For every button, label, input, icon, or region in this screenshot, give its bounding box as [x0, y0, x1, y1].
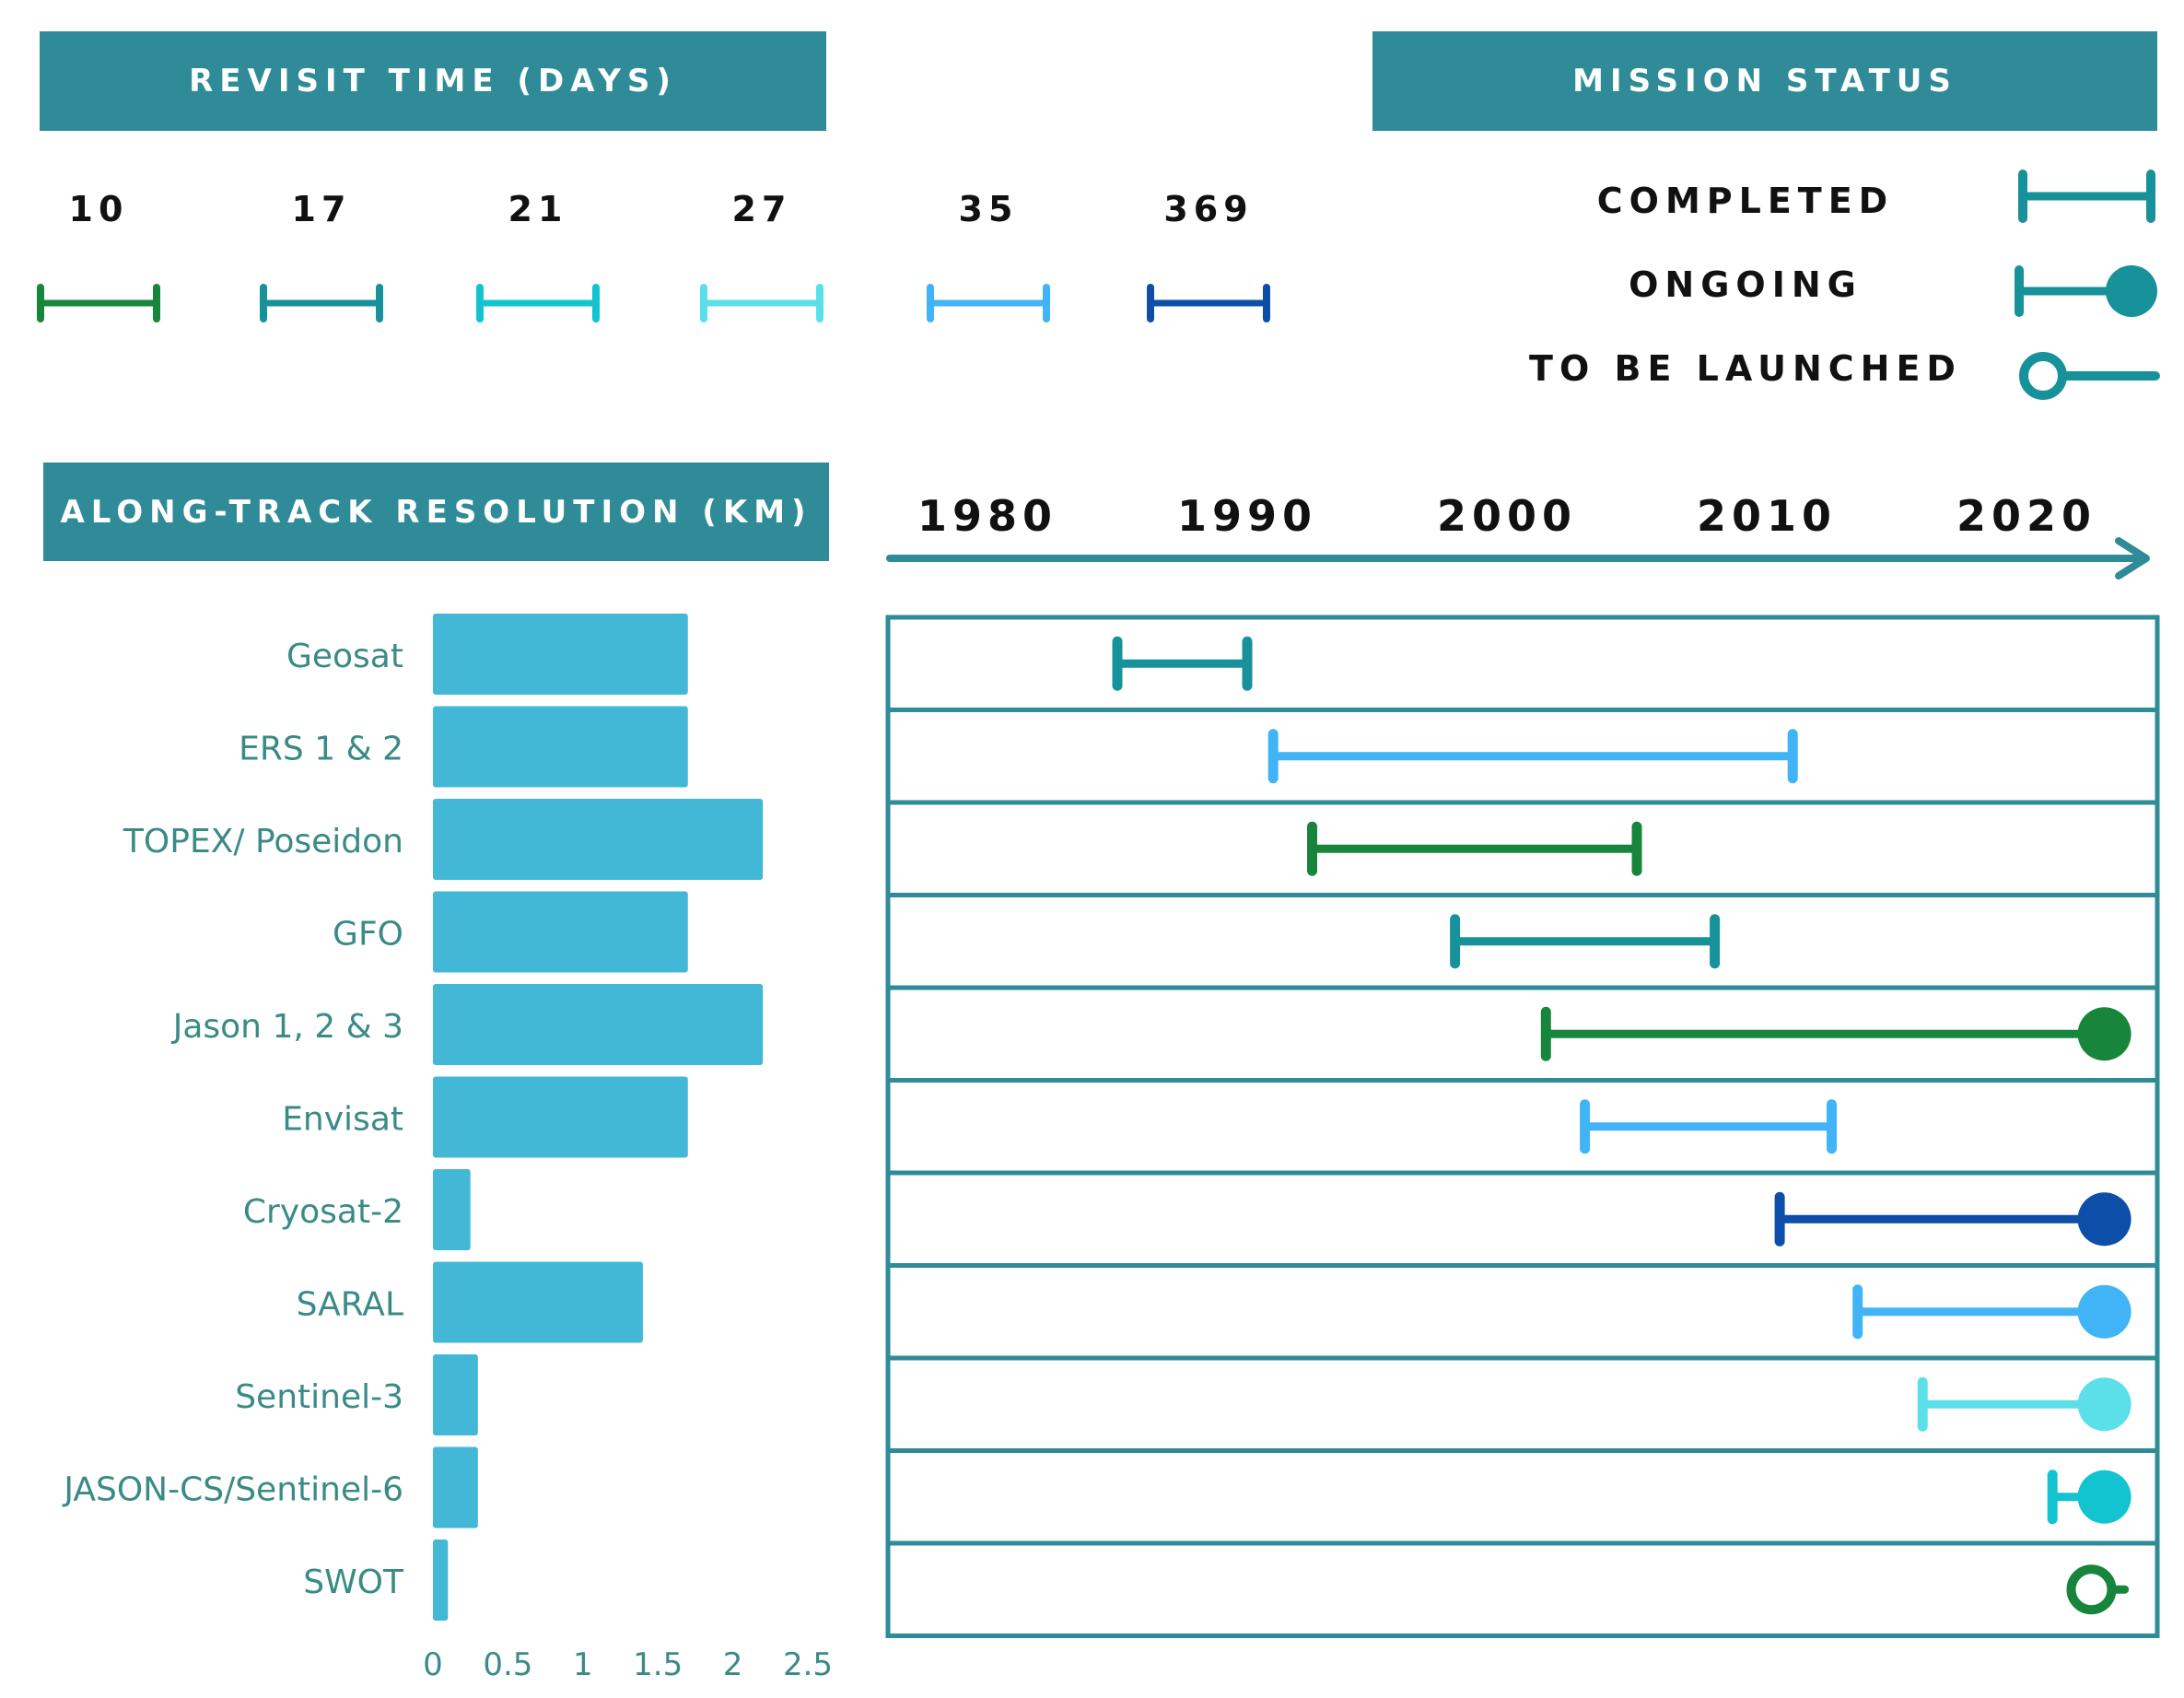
revisit-legend-markers: [37, 284, 1270, 322]
revisit-time-banner: REVISIT TIME (DAYS): [40, 31, 826, 131]
resolution-banner: ALONG-TRACK RESOLUTION (KM): [43, 463, 829, 561]
mission-label: SARAL: [297, 1286, 403, 1324]
resolution-bar: [433, 799, 764, 880]
mission-bar-ongoing-dot: [2077, 1377, 2131, 1432]
revisit-legend-label: 10: [68, 189, 129, 229]
mission-bar: [1450, 914, 1721, 969]
status-legend-to-be-launched: TO BE LAUNCHED: [1529, 348, 1962, 389]
mission-timeline-chart: 1980 1990 2000 2010 2020: [885, 491, 2160, 1638]
mission-bar: [1917, 1376, 2131, 1432]
mission-bar-ongoing-dot: [2077, 1470, 2131, 1524]
mission-label: Sentinel-3: [235, 1378, 403, 1416]
status-legend-markers: [2015, 170, 2160, 400]
resolution-bar: [433, 1076, 688, 1158]
mission-label: SWOT: [303, 1563, 404, 1601]
to-be-launched-marker-ring: [2019, 352, 2067, 400]
revisit-legend-label: 21: [508, 189, 568, 229]
year-tick-label: 2000: [1437, 491, 1577, 541]
mission-bar: [1852, 1284, 2131, 1340]
revisit-legend-marker-35: [927, 284, 1050, 322]
revisit-legend-label: 35: [958, 189, 1019, 229]
mission-label: TOPEX/ Poseidon: [123, 823, 403, 861]
timeline-axis-arrowhead: [2115, 537, 2150, 580]
revisit-legend-label: 27: [731, 189, 792, 229]
resolution-bar: [433, 1354, 478, 1435]
timeline-frame: [885, 615, 2160, 1638]
resolution-bar-chart: Geosat ERS 1 & 2 TOPEX/ Poseidon GFO Jason 1…: [62, 614, 833, 1683]
mission-bar: [1540, 1006, 2131, 1061]
year-tick-label: 1990: [1177, 491, 1317, 541]
mission-label: GFO: [333, 916, 403, 954]
status-legend-ongoing: ONGOING: [1629, 264, 1863, 305]
mission-label: JASON-CS/Sentinel-6: [62, 1471, 403, 1509]
mission-status-banner: MISSION STATUS: [1372, 31, 2157, 131]
mission-bar: [1267, 729, 1798, 784]
x-tick-label: 0.5: [483, 1646, 532, 1683]
mission-bar-ongoing-dot: [2077, 1007, 2131, 1061]
x-tick-label: 1: [573, 1646, 593, 1683]
resolution-bar: [433, 1446, 478, 1528]
mission-label: Envisat: [282, 1101, 403, 1139]
year-tick-label: 1980: [917, 491, 1057, 541]
resolution-bar: [433, 1540, 449, 1621]
ongoing-marker-dot: [2106, 265, 2157, 317]
revisit-legend-label: 369: [1163, 189, 1254, 229]
mission-bar: [2047, 1470, 2131, 1525]
revisit-legend-marker-10: [37, 284, 160, 322]
revisit-legend-marker-27: [700, 284, 823, 322]
resolution-bar: [433, 891, 688, 973]
resolution-bar: [433, 614, 688, 695]
mission-bar: [2066, 1564, 2130, 1615]
resolution-bar: [433, 1169, 471, 1250]
resolution-bar: [433, 1261, 643, 1343]
status-legend-completed: COMPLETED: [1596, 181, 1895, 221]
resolution-bar: [433, 706, 688, 788]
mission-label: Jason 1, 2 & 3: [171, 1008, 403, 1046]
revisit-legend-marker-21: [476, 284, 600, 322]
mission-label: Geosat: [286, 638, 403, 675]
revisit-legend-label: 17: [291, 189, 352, 229]
mission-bar: [1307, 821, 1642, 876]
mission-bar-ongoing-dot: [2077, 1284, 2131, 1339]
revisit-legend-marker-17: [260, 284, 383, 322]
x-tick-label: 2.5: [783, 1646, 833, 1683]
mission-bar: [1774, 1191, 2131, 1247]
revisit-legend-marker-369: [1147, 284, 1270, 322]
mission-bar: [1580, 1099, 1837, 1154]
mission-label: Cryosat-2: [243, 1193, 403, 1231]
mission-label: ERS 1 & 2: [239, 731, 403, 768]
resolution-bar: [433, 984, 764, 1065]
x-tick-label: 0: [423, 1646, 443, 1683]
mission-bar-ongoing-dot: [2077, 1192, 2131, 1247]
x-tick-label: 2: [723, 1646, 743, 1683]
year-tick-label: 2020: [1956, 491, 2096, 541]
mission-bar-ring: [2066, 1564, 2117, 1615]
x-tick-label: 1.5: [633, 1646, 683, 1683]
year-tick-label: 2010: [1697, 491, 1837, 541]
mission-bar: [1112, 636, 1253, 691]
